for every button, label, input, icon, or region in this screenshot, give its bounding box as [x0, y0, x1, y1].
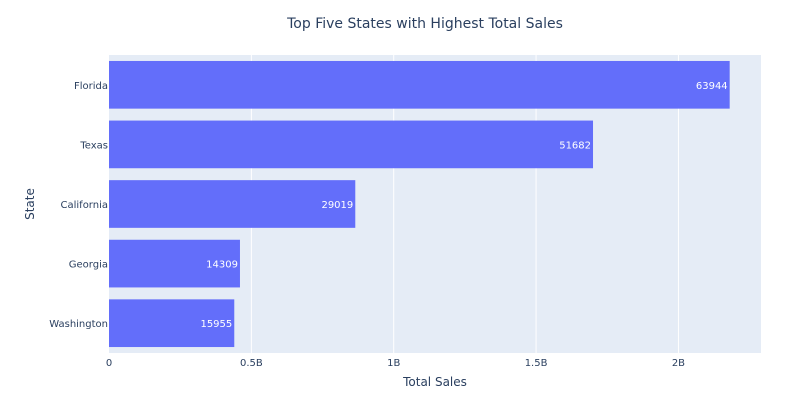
x-tick-label: 0 — [106, 358, 112, 369]
bar-washington — [109, 299, 235, 348]
bar-value-labels: 63944 51682 29019 14309 15955 — [200, 81, 727, 330]
bar-value-label: 51682 — [559, 140, 591, 151]
x-tick-label: 1.5B — [525, 358, 548, 369]
y-axis-title: State — [23, 188, 37, 220]
bar-georgia — [109, 239, 240, 288]
bar-value-label: 14309 — [206, 260, 238, 271]
y-tick-label: California — [61, 200, 109, 211]
chart-title: Top Five States with Highest Total Sales — [286, 16, 563, 32]
x-tick-label: 1B — [387, 358, 400, 369]
x-tick-label: 0.5B — [240, 358, 263, 369]
bars — [109, 60, 730, 348]
bar-value-label: 63944 — [696, 81, 728, 92]
y-tick-label: Florida — [74, 81, 108, 92]
bar-california — [109, 180, 356, 228]
bar-florida — [109, 60, 730, 109]
bar-value-label: 29019 — [321, 200, 353, 211]
x-axis-title: Total Sales — [402, 375, 467, 389]
y-tick-label: Washington — [49, 319, 108, 330]
y-axis-tick-labels: Florida Texas California Georgia Washington — [49, 81, 108, 330]
bar-texas — [109, 120, 594, 169]
bar-value-label: 15955 — [200, 319, 232, 330]
x-tick-label: 2B — [672, 358, 685, 369]
y-tick-label: Georgia — [69, 260, 108, 271]
y-tick-label: Texas — [79, 140, 108, 151]
x-axis-tick-labels: 0 0.5B 1B 1.5B 2B — [106, 358, 685, 369]
